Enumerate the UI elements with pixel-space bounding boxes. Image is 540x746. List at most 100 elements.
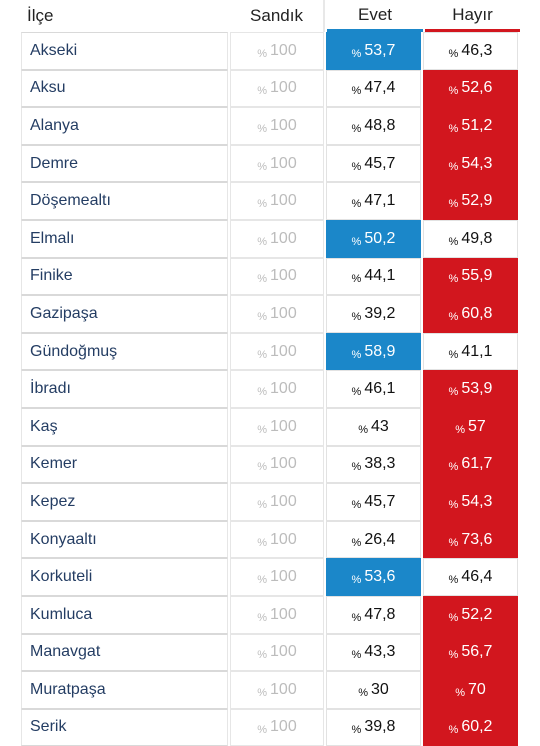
evet-cell: % 30	[326, 671, 421, 709]
sandik-cell: % 100	[230, 107, 324, 145]
district-name[interactable]: Konyaaltı	[21, 520, 228, 559]
table-row[interactable]: Serik% 100% 39,8% 60,2	[0, 708, 540, 746]
evet-cell-value: 39,8	[364, 718, 396, 736]
percent-sign: %	[257, 348, 268, 361]
percent-sign: %	[257, 461, 268, 474]
evet-cell-value: 43,3	[364, 643, 396, 661]
table-row[interactable]: Aksu% 100% 47,4% 52,6	[0, 69, 540, 108]
table-body: Akseki% 100% 53,7% 46,3 Aksu% 100% 47,4% 52,6 Al…	[0, 32, 540, 746]
percent-sign: %	[257, 498, 268, 511]
district-name[interactable]: Serik	[21, 708, 228, 746]
evet-cell-value: 47,1	[364, 192, 396, 210]
header-sandik[interactable]: Sandık	[230, 0, 325, 32]
percent-sign: %	[448, 235, 459, 248]
evet-cell: % 46,1	[326, 370, 421, 408]
table-row[interactable]: Alanya% 100% 48,8% 51,2	[0, 107, 540, 145]
table-row[interactable]: Konyaaltı% 100% 26,4% 73,6	[0, 520, 540, 559]
percent-sign: %	[257, 536, 268, 549]
evet-cell-value: 26,4	[364, 530, 396, 548]
percent-sign: %	[448, 649, 459, 662]
district-name[interactable]: Kumluca	[21, 595, 228, 634]
percent-sign: %	[257, 423, 268, 436]
percent-sign: %	[448, 574, 459, 587]
sandik-cell: % 100	[230, 671, 324, 709]
table-row[interactable]: İbradı% 100% 46,1% 53,9	[0, 370, 540, 408]
evet-cell: % 53,7	[326, 32, 421, 70]
table-row[interactable]: Kepez% 100% 45,7% 54,3	[0, 483, 540, 521]
table-row[interactable]: Kaş% 100% 43% 57	[0, 407, 540, 446]
table-row[interactable]: Demre% 100% 45,7% 54,3	[0, 144, 540, 183]
sandik-cell-value: 100	[270, 342, 297, 360]
district-name[interactable]: Demre	[21, 144, 228, 183]
evet-cell-value: 45,7	[364, 154, 396, 172]
sandik-cell-value: 100	[270, 192, 297, 210]
sandik-cell: % 100	[230, 144, 324, 183]
table-header: İlçe Sandık Evet Hayır	[0, 0, 540, 32]
sandik-cell-value: 100	[270, 380, 297, 398]
hayir-cell: % 49,8	[423, 219, 518, 258]
percent-sign: %	[257, 686, 268, 699]
table-row[interactable]: Manavgat% 100% 43,3% 56,7	[0, 633, 540, 672]
evet-cell-value: 44,1	[364, 267, 396, 285]
header-hayir[interactable]: Hayır	[425, 0, 520, 32]
header-evet[interactable]: Evet	[327, 0, 423, 32]
hayir-cell-value: 51,2	[461, 116, 493, 134]
table-row[interactable]: Korkuteli% 100% 53,6% 46,4	[0, 558, 540, 596]
sandik-cell: % 100	[230, 219, 324, 258]
table-row[interactable]: Gazipaşa% 100% 39,2% 60,8	[0, 295, 540, 333]
hayir-cell-value: 46,4	[461, 568, 493, 586]
district-name[interactable]: Manavgat	[21, 633, 228, 672]
district-name[interactable]: Gündoğmuş	[21, 332, 228, 371]
table-row[interactable]: Muratpaşa% 100% 30% 70	[0, 671, 540, 709]
percent-sign: %	[455, 686, 465, 699]
evet-cell: % 48,8	[326, 107, 421, 145]
hayir-cell-value: 73,6	[461, 530, 493, 548]
hayir-cell-value: 56,7	[461, 643, 493, 661]
district-name[interactable]: Elmalı	[21, 219, 228, 258]
sandik-cell-value: 100	[270, 229, 297, 247]
hayir-cell-value: 52,9	[461, 192, 493, 210]
percent-sign: %	[257, 611, 268, 624]
hayir-cell: % 54,3	[423, 144, 518, 183]
sandik-cell-value: 100	[270, 643, 297, 661]
sandik-cell: % 100	[230, 708, 324, 746]
percent-sign: %	[257, 724, 268, 737]
percent-sign: %	[257, 198, 268, 211]
percent-sign: %	[351, 122, 362, 135]
percent-sign: %	[257, 85, 268, 98]
district-name[interactable]: Korkuteli	[21, 558, 228, 596]
hayir-cell: % 70	[423, 671, 518, 709]
district-name[interactable]: Finike	[21, 257, 228, 296]
table-row[interactable]: Finike% 100% 44,1% 55,9	[0, 257, 540, 296]
evet-cell-value: 45,7	[364, 492, 396, 510]
evet-cell: % 53,6	[326, 558, 421, 596]
table-row[interactable]: Döşemealtı% 100% 47,1% 52,9	[0, 182, 540, 220]
hayir-cell-value: 52,2	[461, 605, 493, 623]
percent-sign: %	[257, 574, 268, 587]
table-row[interactable]: Akseki% 100% 53,7% 46,3	[0, 32, 540, 70]
district-name[interactable]: Alanya	[21, 107, 228, 145]
district-name[interactable]: Aksu	[21, 69, 228, 108]
district-name[interactable]: Kemer	[21, 445, 228, 484]
district-name[interactable]: Akseki	[21, 32, 228, 70]
table-row[interactable]: Kemer% 100% 38,3% 61,7	[0, 445, 540, 484]
evet-cell: % 58,9	[326, 332, 421, 371]
table-row[interactable]: Kumluca% 100% 47,8% 52,2	[0, 595, 540, 634]
percent-sign: %	[351, 386, 362, 399]
district-name[interactable]: Gazipaşa	[21, 295, 228, 333]
district-name[interactable]: Döşemealtı	[21, 182, 228, 220]
table-row[interactable]: Gündoğmuş% 100% 58,9% 41,1	[0, 332, 540, 371]
hayir-cell: % 57	[423, 407, 518, 446]
sandik-cell: % 100	[230, 445, 324, 484]
district-name[interactable]: İbradı	[21, 370, 228, 408]
header-ilce[interactable]: İlçe	[27, 6, 54, 25]
district-name[interactable]: Kaş	[21, 407, 228, 446]
percent-sign: %	[351, 310, 362, 323]
district-name[interactable]: Muratpaşa	[21, 671, 228, 709]
table-row[interactable]: Elmalı% 100% 50,2% 49,8	[0, 219, 540, 258]
sandik-cell-value: 100	[270, 455, 297, 473]
district-name[interactable]: Kepez	[21, 483, 228, 521]
sandik-cell: % 100	[230, 370, 324, 408]
hayir-cell: % 55,9	[423, 257, 518, 296]
